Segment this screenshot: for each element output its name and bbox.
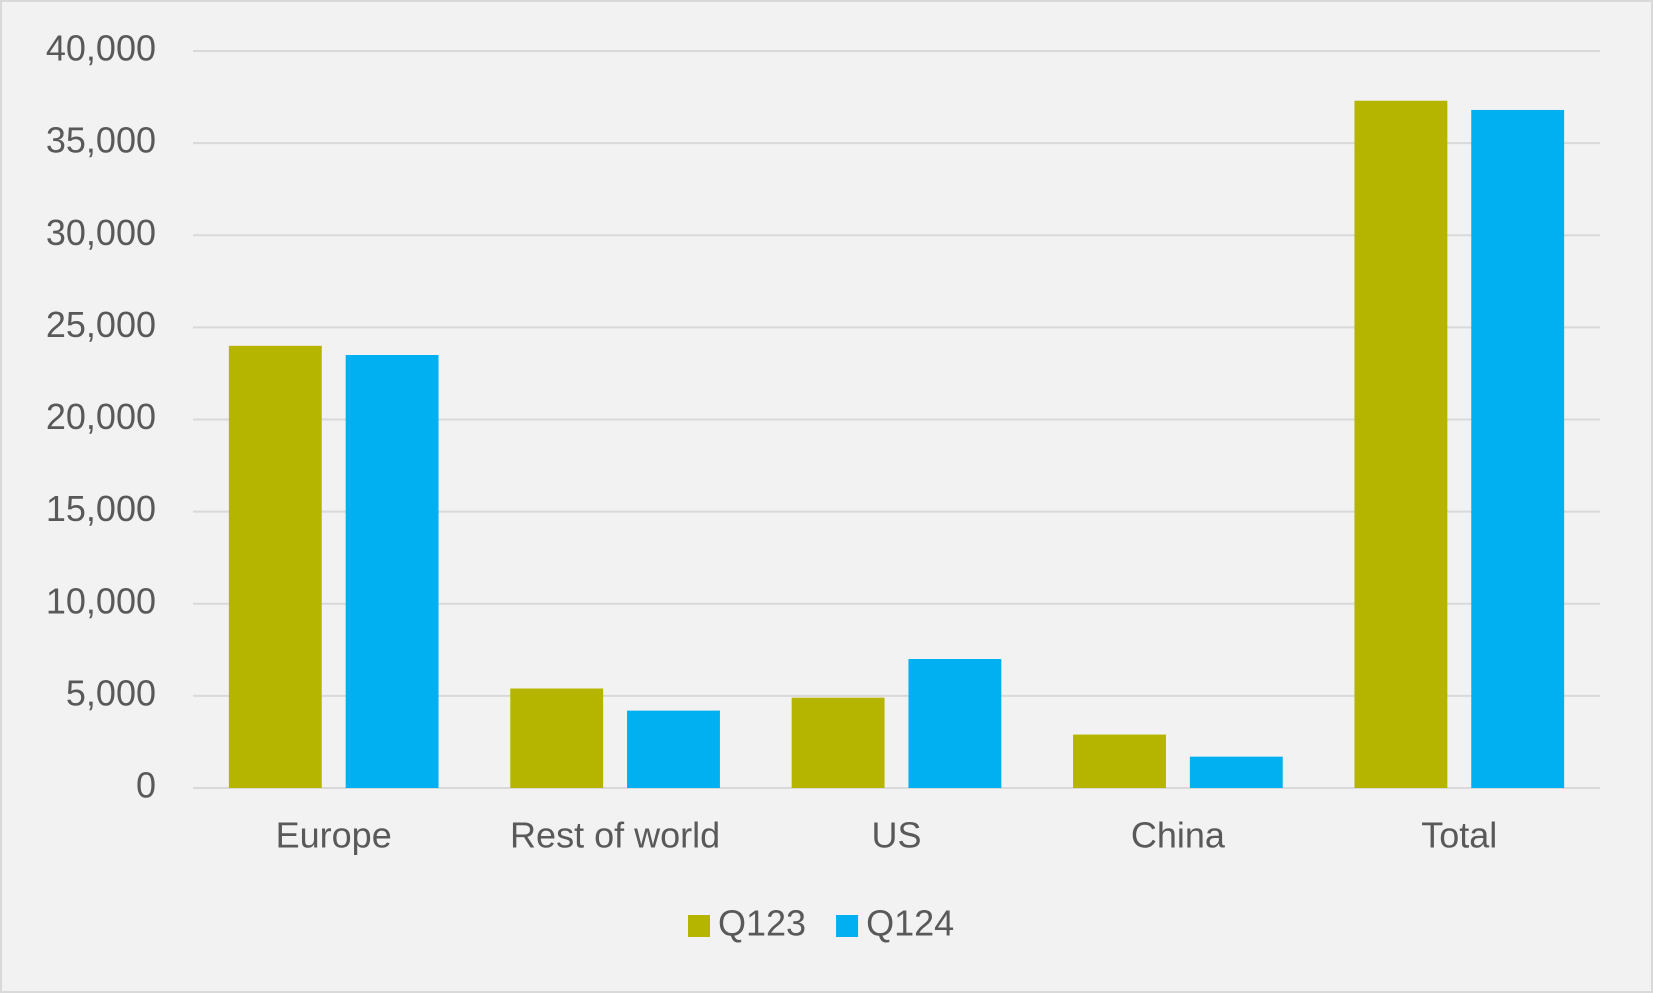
x-tick-label: Europe bbox=[276, 815, 392, 856]
y-tick-label: 15,000 bbox=[46, 488, 156, 529]
y-tick-label: 25,000 bbox=[46, 304, 156, 345]
bar bbox=[627, 710, 720, 788]
y-tick-label: 20,000 bbox=[46, 396, 156, 437]
legend-swatch bbox=[836, 915, 859, 937]
legend-label: Q124 bbox=[866, 903, 954, 944]
x-tick-label: China bbox=[1131, 815, 1226, 856]
legend-swatch bbox=[688, 915, 710, 937]
bar bbox=[908, 659, 1002, 788]
bar bbox=[1189, 756, 1283, 788]
y-tick-label: 5,000 bbox=[66, 672, 156, 713]
x-tick-label: US bbox=[871, 815, 921, 856]
bar bbox=[345, 355, 439, 788]
bar bbox=[1073, 734, 1166, 788]
y-tick-label: 0 bbox=[136, 765, 156, 806]
y-tick-label: 40,000 bbox=[46, 28, 156, 69]
bar bbox=[791, 697, 885, 788]
y-tick-label: 30,000 bbox=[46, 212, 156, 253]
bar bbox=[510, 688, 604, 788]
y-tick-label: 10,000 bbox=[46, 580, 156, 621]
x-tick-label: Total bbox=[1421, 815, 1497, 856]
legend-label: Q123 bbox=[718, 903, 806, 944]
x-tick-label: Rest of world bbox=[510, 815, 720, 856]
bar bbox=[228, 345, 322, 788]
y-tick-label: 35,000 bbox=[46, 120, 156, 161]
bar bbox=[1354, 100, 1448, 788]
bar bbox=[1471, 109, 1565, 788]
